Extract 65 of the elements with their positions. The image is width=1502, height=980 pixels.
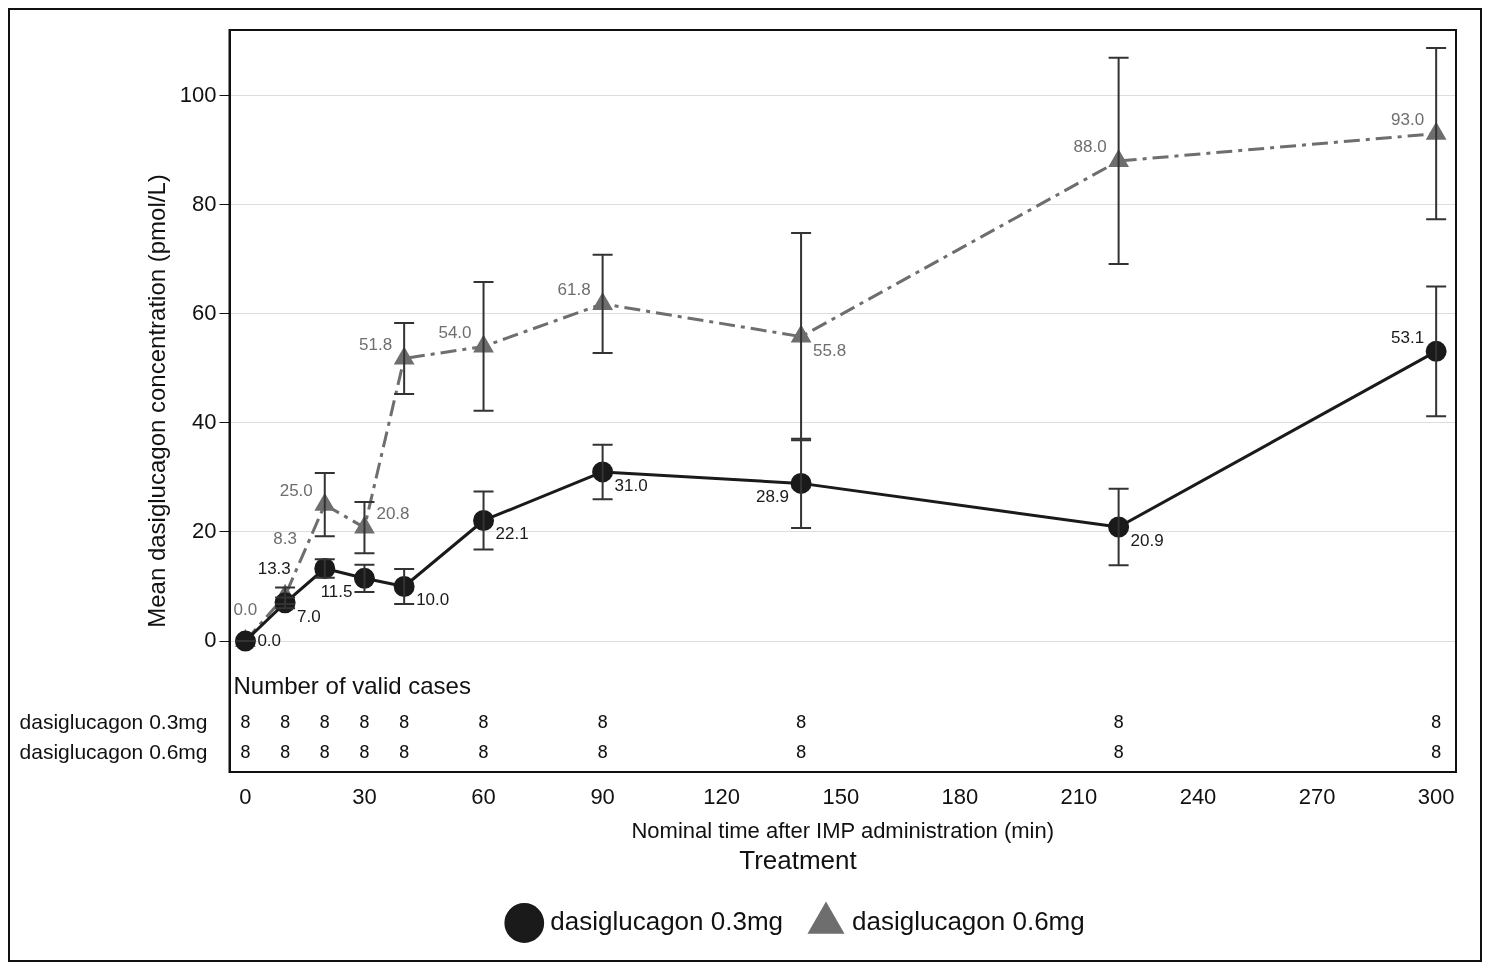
data-label: 88.0 [1073, 137, 1107, 157]
data-label: 28.9 [755, 487, 790, 507]
data-label: 55.8 [813, 340, 847, 360]
annotation: 8 [279, 740, 291, 762]
data-label: 22.1 [495, 524, 529, 544]
data-label: 13.3 [257, 558, 291, 578]
data-label: 20.8 [376, 503, 410, 523]
x-tick-label: 300 [1417, 784, 1455, 810]
annotation: 8 [795, 740, 807, 762]
data-label: 25.0 [279, 481, 313, 501]
annotation: Number of valid cases [233, 672, 471, 700]
data-label: 0.0 [257, 631, 282, 651]
y-tick-label: 20 [192, 518, 217, 543]
x-tick-label: 150 [822, 784, 860, 810]
x-tick-label: 180 [941, 784, 979, 810]
x-tick-label: 120 [703, 784, 741, 810]
annotation: 8 [359, 740, 370, 762]
annotation: 8 [279, 710, 291, 732]
data-label: 31.0 [614, 475, 648, 495]
data-label: 53.1 [1391, 327, 1425, 347]
x-tick-label: 30 [352, 784, 377, 810]
y-tick-label: 40 [192, 408, 217, 434]
x-tick-label: 210 [1060, 784, 1098, 810]
x-axis-title: Nominal time after IMP administration (min) [631, 817, 1055, 843]
data-label: 93.0 [1391, 110, 1425, 130]
x-tick-label: 0 [239, 784, 252, 810]
annotation: 8 [239, 710, 251, 732]
legend-title: Treatment [739, 844, 858, 875]
y-axis-title: Mean dasiglucagon concentration (pmol/L) [143, 174, 171, 628]
annotation: 8 [1113, 710, 1125, 732]
annotation: 8 [478, 740, 489, 762]
y-tick-label: 80 [192, 190, 217, 216]
annotation: 8 [319, 710, 331, 732]
data-label: 0.0 [233, 600, 258, 620]
data-label: 8.3 [273, 528, 297, 548]
x-tick-label: 270 [1298, 784, 1336, 810]
y-tick-label: 100 [179, 81, 217, 107]
annotation: 8 [1430, 710, 1442, 732]
data-label: 11.5 [320, 582, 353, 602]
annotation: 8 [359, 710, 370, 732]
data-label: 61.8 [557, 280, 591, 300]
annotation: 8 [1113, 740, 1125, 762]
annotation: 8 [478, 710, 489, 732]
legend-label: dasiglucagon 0.3mg [550, 906, 783, 937]
data-label: 54.0 [438, 322, 472, 342]
annotation: 8 [1430, 740, 1442, 762]
annotation: 8 [795, 710, 807, 732]
y-tick-label: 60 [192, 299, 217, 325]
data-label: 7.0 [297, 606, 321, 626]
annotation: 8 [319, 740, 331, 762]
x-tick-label: 240 [1179, 784, 1217, 810]
annotation: 8 [597, 740, 609, 762]
y-tick-label: 0 [204, 627, 217, 653]
data-label: 10.0 [416, 590, 450, 610]
x-tick-label: 60 [471, 784, 496, 810]
data-label: 51.8 [359, 334, 393, 354]
x-tick-label: 90 [590, 784, 615, 810]
text: dasiglucagon 0.6mg [19, 739, 208, 763]
annotation: 8 [597, 710, 609, 732]
annotation: 8 [239, 740, 251, 762]
text: dasiglucagon 0.3mg [19, 709, 208, 733]
legend-label: dasiglucagon 0.6mg [852, 906, 1085, 937]
annotation: 8 [398, 710, 410, 732]
data-label: 20.9 [1130, 531, 1164, 551]
annotation: 8 [398, 740, 410, 762]
